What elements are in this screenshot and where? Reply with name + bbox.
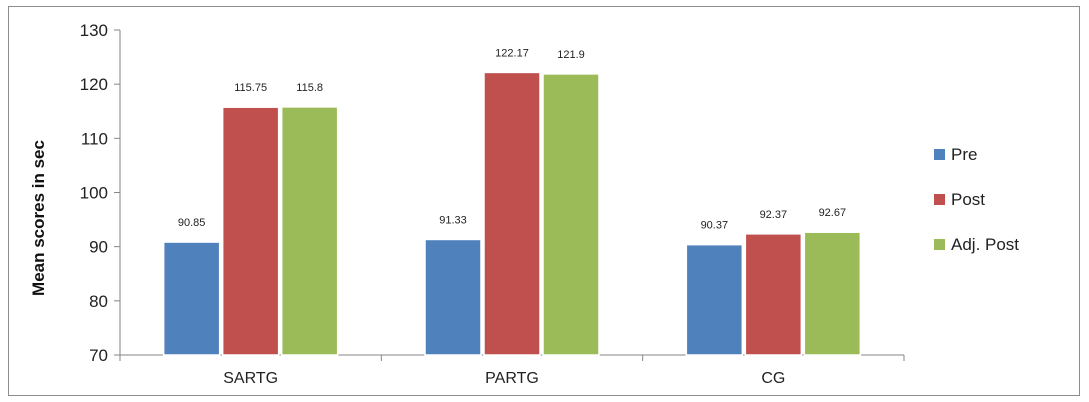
data-label: 121.9 bbox=[557, 49, 585, 61]
bar-pre-partg bbox=[424, 238, 482, 356]
bar-adj-post-partg bbox=[542, 73, 600, 356]
chart-frame bbox=[8, 6, 1080, 396]
data-labels: 90.85 115.75 115.8 91.33 122.17 121.9 90.37 92.… bbox=[178, 47, 846, 231]
legend-label: Post bbox=[951, 190, 985, 209]
data-label: 92.67 bbox=[819, 207, 847, 219]
y-tick-label: 80 bbox=[89, 292, 108, 311]
data-label: 92.37 bbox=[760, 209, 788, 221]
x-category-label: SARTG bbox=[223, 370, 278, 387]
y-tick-label: 90 bbox=[89, 238, 108, 257]
bar-adj-post-sartg bbox=[280, 106, 339, 356]
data-label: 90.37 bbox=[701, 220, 729, 232]
bar-post-cg bbox=[744, 233, 803, 356]
y-axis-title: Mean scores in sec bbox=[29, 140, 48, 296]
bar-post-sartg bbox=[221, 106, 280, 356]
axes: 70 80 90 100 110 120 130 SARTG PARTG CG bbox=[80, 21, 905, 387]
x-category-label: PARTG bbox=[485, 370, 539, 387]
bar-post-partg bbox=[483, 71, 541, 356]
bar-pre-sartg bbox=[162, 241, 221, 356]
legend-label: Pre bbox=[951, 145, 977, 164]
y-tick-label: 110 bbox=[81, 129, 108, 148]
data-label: 122.17 bbox=[495, 47, 529, 59]
bar-pre-cg bbox=[685, 243, 744, 356]
bar-adj-post-cg bbox=[803, 231, 862, 356]
data-label: 90.85 bbox=[178, 217, 206, 229]
y-tick-label: 70 bbox=[89, 346, 108, 365]
data-label: 115.8 bbox=[296, 82, 323, 94]
legend: Pre Post Adj. Post bbox=[934, 145, 1019, 254]
bars bbox=[162, 71, 862, 356]
data-label: 115.75 bbox=[234, 82, 267, 94]
legend-swatch bbox=[934, 239, 945, 250]
y-tick-label: 130 bbox=[80, 21, 108, 40]
data-label: 91.33 bbox=[439, 214, 467, 226]
x-category-label: CG bbox=[761, 370, 785, 387]
y-tick-label: 120 bbox=[80, 75, 108, 94]
legend-label: Adj. Post bbox=[951, 235, 1019, 254]
y-tick-label: 100 bbox=[80, 184, 108, 203]
legend-swatch bbox=[934, 194, 945, 205]
legend-swatch bbox=[934, 149, 945, 160]
